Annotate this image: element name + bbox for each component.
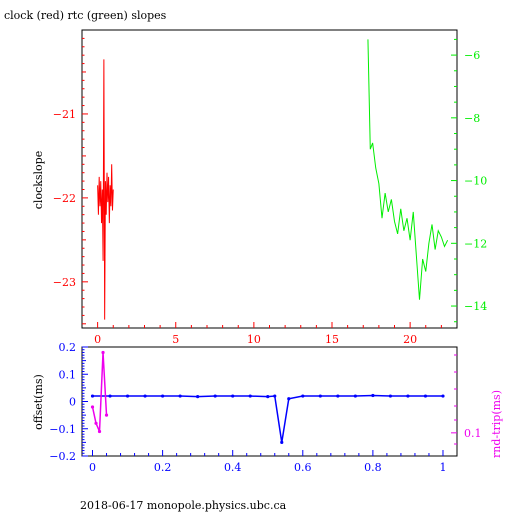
top-right-y-axis: −6 −8 −10 −12 −14	[451, 38, 487, 323]
offset-point	[353, 394, 357, 398]
bottom-left-y-tick-label: 0.1	[59, 368, 77, 381]
rnd-trip-point	[90, 405, 95, 409]
offset-point	[196, 395, 200, 399]
bottom-x-tick-label: 0.4	[224, 461, 242, 474]
offset-point	[273, 394, 277, 398]
bottom-right-y-axis-label: rnd-trip(ms)	[490, 390, 503, 458]
bottom-right-y-axis: 0.1	[451, 354, 482, 445]
top-plot-frame	[81, 29, 458, 329]
offset-point	[318, 394, 322, 398]
top-right-y-tick-label: −8	[464, 112, 480, 125]
bottom-left-y-tick-label: 0.2	[59, 341, 77, 354]
top-x-axis: 0 5 10 15 20	[94, 322, 442, 346]
bottom-left-y-tick-label: −0.1	[49, 423, 76, 436]
top-y-axis-label: clockslope	[32, 151, 45, 209]
offset-point	[441, 394, 445, 398]
rnd-trip-point	[104, 413, 109, 417]
bottom-x-axis: 0 0.2 0.4 0.6 0.8 1	[89, 450, 446, 474]
bottom-series-group	[90, 350, 445, 444]
top-left-y-tick-label: −22	[53, 192, 76, 205]
bottom-left-y-tick-label: −0.2	[49, 450, 76, 463]
top-left-y-axis: −21 −22 −23	[53, 37, 88, 325]
rtc-series-line	[367, 39, 449, 300]
footer-caption: 2018-06-17 monopole.physics.ubc.ca	[80, 499, 287, 512]
top-x-tick-label: 5	[172, 333, 179, 346]
bottom-x-tick-label: 1	[439, 461, 446, 474]
offset-point	[266, 395, 270, 399]
rnd-trip-point	[101, 350, 105, 355]
top-x-tick-label: 15	[325, 333, 339, 346]
bottom-x-tick-label: 0.2	[154, 461, 172, 474]
top-x-tick-label: 20	[403, 333, 417, 346]
bottom-x-tick-label: 0.8	[364, 461, 382, 474]
bottom-x-tick-label: 0.6	[294, 461, 312, 474]
rnd-trip-point	[97, 429, 102, 434]
offset-point	[423, 394, 428, 398]
offset-point	[90, 394, 95, 398]
top-right-y-tick-label: −14	[464, 300, 487, 313]
top-left-y-tick-label: −21	[53, 108, 76, 121]
top-series-group	[97, 39, 449, 320]
offset-point	[248, 394, 252, 398]
offset-point	[161, 394, 165, 398]
top-right-y-tick-label: −6	[464, 49, 480, 62]
clock-series-line	[97, 59, 114, 320]
bottom-panel: 0 0.2 0.4 0.6 0.8 1 0.2 0.1 0 −0.1 −0.2 0.1 offse…	[32, 341, 503, 474]
offset-series-line	[92, 394, 443, 443]
offset-point	[108, 394, 112, 398]
rnd-trip-series-line	[91, 352, 108, 432]
chart-title: clock (red) rtc (green) slopes	[4, 9, 167, 22]
bottom-left-y-tick-label: 0	[69, 396, 76, 409]
top-panel: 0 5 10 15 20 −21 −22 −23 −6 −8 −10 −12 −14 clocksl…	[32, 29, 487, 346]
rnd-trip-point	[94, 421, 98, 425]
offset-point	[178, 394, 182, 398]
bottom-plot-frame	[81, 346, 458, 457]
offset-point	[301, 394, 305, 398]
offset-point	[280, 440, 284, 444]
offset-point	[388, 394, 393, 398]
offset-point	[125, 394, 130, 398]
bottom-left-y-axis-label: offset(ms)	[32, 374, 45, 430]
offset-point	[143, 394, 147, 398]
bottom-right-y-tick-label: 0.1	[464, 427, 482, 440]
top-right-y-tick-label: −12	[464, 237, 487, 250]
bottom-x-tick-label: 0	[89, 461, 96, 474]
bottom-left-y-axis: 0.2 0.1 0 −0.1 −0.2	[49, 341, 88, 463]
offset-point	[371, 393, 375, 398]
top-left-y-tick-label: −23	[53, 276, 76, 289]
top-x-tick-label: 0	[94, 333, 101, 346]
offset-point	[336, 394, 340, 398]
offset-point	[287, 397, 291, 401]
offset-point	[406, 394, 410, 398]
offset-point	[231, 394, 235, 398]
offset-point	[213, 394, 217, 398]
top-x-tick-label: 10	[247, 333, 261, 346]
top-right-y-tick-label: −10	[464, 175, 487, 188]
